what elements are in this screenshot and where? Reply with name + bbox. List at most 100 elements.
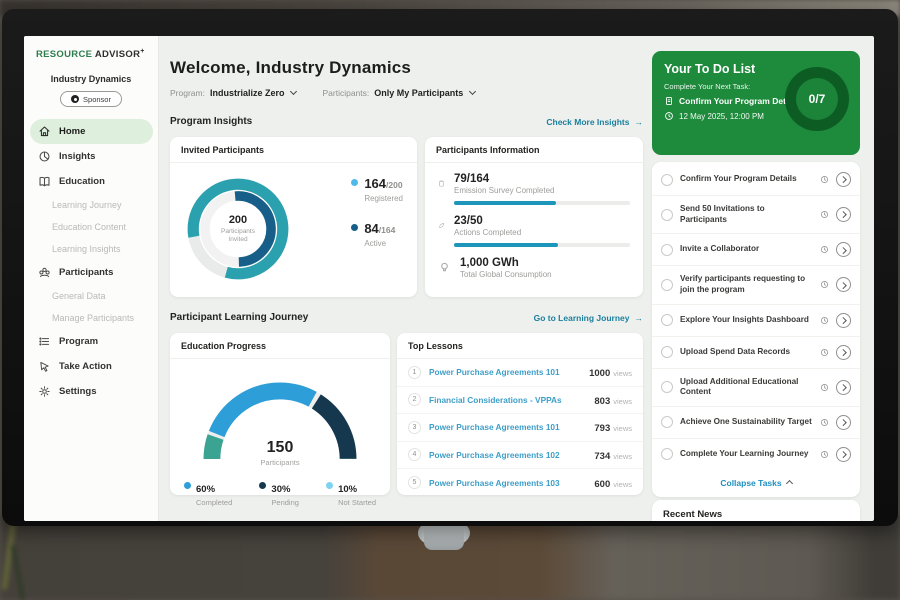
sidebar-item-manage-participants[interactable]: Manage Participants [24,307,158,329]
lesson-link[interactable]: Financial Considerations - VPPAs [429,394,562,405]
sidebar-item-insights[interactable]: Insights [24,144,158,169]
brand-part1: RESOURCE [36,49,93,61]
brand-logo[interactable]: RESOURCE ADVISOR+ [24,36,158,60]
sidebar-item-education[interactable]: Education [24,169,158,194]
task-open-button[interactable] [836,344,851,360]
task-checkbox[interactable] [661,416,673,429]
sidebar-item-learning-journey[interactable]: Learning Journey [24,194,158,216]
program-select[interactable]: Program: Industrialize Zero [170,87,298,98]
lesson-row: 1 Power Purchase Agreements 101 1000 view… [397,359,643,387]
rank-badge: 2 [408,393,421,407]
todo-title: Your To Do List [664,62,756,76]
task-label: Explore Your Insights Dashboard [680,314,809,324]
task-checkbox[interactable] [661,278,673,291]
sidebar-item-general-data[interactable]: General Data [24,285,158,307]
legend-dot [259,482,267,489]
app-window: RESOURCE ADVISOR+ Industry Dynamics Spon… [24,36,874,521]
education-gauge-chart: 150 Participants [196,375,364,467]
gauge-segment-pending [203,382,357,460]
link-label: Go to Learning Journey [533,312,630,323]
sidebar-item-label: General Data [52,291,106,302]
sidebar-item-education-content[interactable]: Education Content [24,216,158,238]
lesson-link[interactable]: Power Purchase Agreements 101 [429,367,560,378]
collapse-tasks-link[interactable]: Collapse Tasks [652,470,860,495]
lesson-link[interactable]: Power Purchase Agreements 103 [429,477,560,488]
lesson-row: 2 Financial Considerations - VPPAs 803 vi… [397,387,643,414]
collapse-label: Collapse Tasks [720,477,782,488]
brand-plus: + [140,48,145,55]
sidebar-item-learning-insights[interactable]: Learning Insights [24,238,158,260]
task-open-button[interactable] [836,172,851,187]
task-checkbox[interactable] [661,381,673,394]
lesson-link[interactable]: Power Purchase Agreements 102 [429,449,560,460]
legend-label: Registered [364,194,403,203]
task-checkbox[interactable] [661,208,673,221]
bulb-icon [441,262,448,272]
legend-label: Completed [196,498,233,507]
task-open-button[interactable] [836,277,851,293]
go-to-learning-journey-link[interactable]: Go to Learning Journey → [534,313,643,323]
legend-total: /164 [378,225,396,235]
people-icon [39,267,50,278]
views-count: 600 [594,478,611,490]
views-suffix: views [613,451,632,461]
donut-center-label: 200 Participants Invited [182,173,294,285]
legend-pct: 60% [196,484,216,495]
gauge-value: 150 [266,439,294,456]
views-count: 1000 [589,368,611,380]
sidebar-nav: Home Insights Education Learning Journey… [24,119,158,404]
task-checkbox[interactable] [661,243,673,256]
task-row: Upload Additional Educational Content [652,369,860,407]
metric-value: 23/50 [454,215,483,227]
sponsor-label: Sponsor [83,94,111,104]
clock-icon [820,348,829,356]
card-title: Participants Information [425,137,643,163]
clock-icon [820,450,829,458]
participants-select[interactable]: Participants: Only My Participants [322,87,477,98]
sidebar-item-label: Insights [59,151,96,163]
task-label: Achieve One Sustainability Target [680,417,812,427]
sidebar-item-label: Manage Participants [52,313,135,324]
task-open-button[interactable] [836,312,851,328]
sidebar-item-take-action[interactable]: Take Action [24,354,158,379]
task-checkbox[interactable] [661,314,673,327]
task-open-button[interactable] [836,414,851,430]
filter-bar: Program: Industrialize Zero Participants… [170,87,477,98]
task-row: Confirm Your Program Details [652,164,860,196]
clipboard-icon [439,180,444,187]
task-checkbox[interactable] [661,173,673,186]
clock-icon [820,175,829,184]
sidebar-item-program[interactable]: Program [24,329,158,354]
sidebar-item-participants[interactable]: Participants [24,260,158,285]
task-open-button[interactable] [836,379,851,395]
task-open-button[interactable] [836,446,851,462]
progress-track [454,243,630,247]
progress-fill [454,243,558,247]
sidebar-item-home[interactable]: Home [30,119,153,145]
task-label: Verify participants requesting to join t… [680,274,806,294]
task-checkbox[interactable] [661,448,673,461]
check-more-insights-link[interactable]: Check More Insights → [546,117,643,127]
task-row: Upload Spend Data Records [652,337,860,369]
legend-total: /200 [386,180,403,190]
task-row: Explore Your Insights Dashboard [652,305,860,337]
link-label: Check More Insights [546,116,630,127]
top-lessons-card: Top Lessons 1 Power Purchase Agreements … [397,333,643,495]
sidebar-item-label: Education [59,176,105,188]
sponsor-badge[interactable]: Sponsor [60,91,122,108]
gauge-segment-completed [203,382,357,460]
clock-icon [820,211,829,219]
invited-count: 200 [228,213,248,226]
invited-participants-card: Invited Participants 200 Participants In… [170,137,417,297]
registered-arc [187,178,289,280]
lesson-link[interactable]: Power Purchase Agreements 101 [429,422,560,433]
legend-label: Not Started [338,498,376,507]
section-title: Participant Learning Journey [170,312,309,323]
task-checkbox[interactable] [661,346,673,359]
task-open-button[interactable] [836,242,851,258]
metric-consumption: 1,000 GWh Total Global Consumption [425,247,643,279]
sidebar-item-settings[interactable]: Settings [24,379,158,404]
task-open-button[interactable] [836,207,851,223]
clock-icon [820,281,829,289]
clock-icon [820,383,829,391]
